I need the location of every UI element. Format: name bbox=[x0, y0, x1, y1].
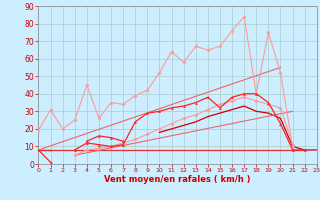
X-axis label: Vent moyen/en rafales ( km/h ): Vent moyen/en rafales ( km/h ) bbox=[104, 175, 251, 184]
